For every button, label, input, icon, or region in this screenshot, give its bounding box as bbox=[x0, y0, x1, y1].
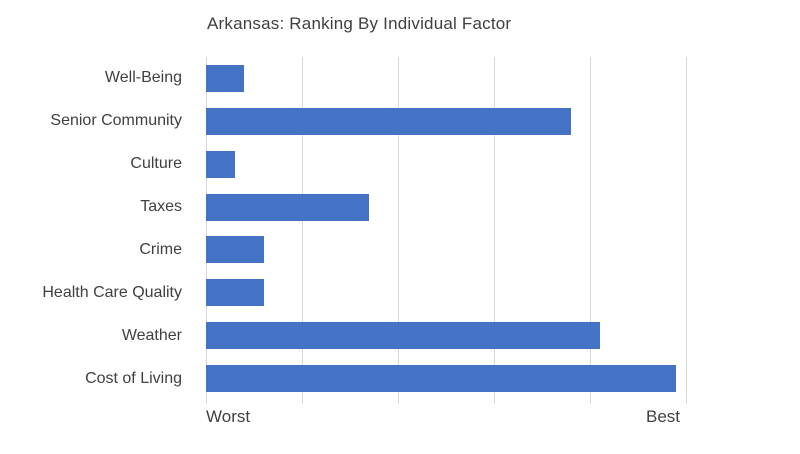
category-label: Taxes bbox=[140, 198, 182, 216]
plot-area bbox=[206, 57, 687, 404]
value-axis-label-worst: Worst bbox=[206, 407, 251, 426]
gridline bbox=[686, 57, 687, 404]
bar-row bbox=[206, 100, 686, 143]
bar bbox=[206, 236, 264, 264]
category-label: Weather bbox=[121, 326, 182, 344]
bar-row bbox=[206, 229, 686, 272]
value-axis-label-best: Best bbox=[646, 407, 681, 426]
gridline bbox=[494, 57, 495, 404]
category-label: Crime bbox=[139, 240, 182, 258]
bar-row bbox=[206, 186, 686, 229]
gridline bbox=[590, 57, 591, 404]
chart-title: Arkansas: Ranking By Individual Factor bbox=[207, 14, 512, 33]
bar-row bbox=[206, 314, 686, 357]
bar bbox=[206, 279, 264, 307]
category-label: Senior Community bbox=[50, 112, 182, 130]
bar bbox=[206, 322, 600, 350]
bar-series bbox=[206, 57, 686, 400]
category-label: Culture bbox=[130, 155, 182, 173]
category-axis-labels: Well-Being Senior Community Culture Taxes Cr… bbox=[0, 57, 194, 400]
bar-row bbox=[206, 57, 686, 100]
category-label: Health Care Quality bbox=[42, 283, 182, 301]
bar bbox=[206, 64, 245, 92]
gridline bbox=[398, 57, 399, 404]
bar bbox=[206, 150, 235, 178]
bar-row bbox=[206, 271, 686, 314]
category-label: Well-Being bbox=[104, 69, 182, 87]
bar-row bbox=[206, 143, 686, 186]
bar-row bbox=[206, 357, 686, 400]
bar bbox=[206, 193, 370, 221]
bar bbox=[206, 365, 677, 393]
category-label: Cost of Living bbox=[85, 369, 182, 387]
gridline bbox=[206, 57, 207, 404]
bar bbox=[206, 107, 571, 135]
gridline bbox=[302, 57, 303, 404]
